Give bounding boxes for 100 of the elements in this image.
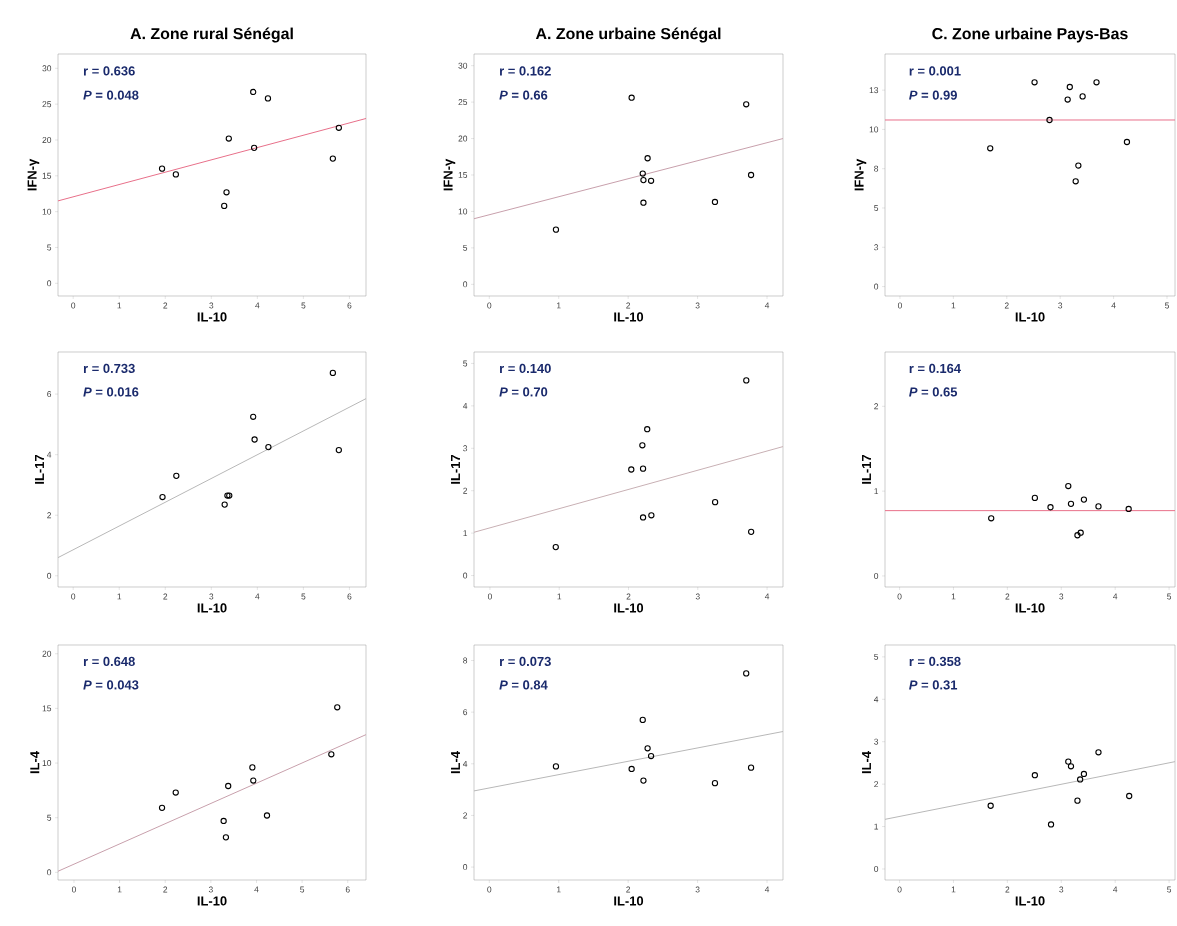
point <box>158 804 166 812</box>
y-axis-title: IL-17 <box>862 454 871 484</box>
y-tick-label: 0 <box>463 864 468 871</box>
x-tick-label: 1 <box>117 886 122 893</box>
x-tick-label: 0 <box>487 302 492 309</box>
x-tick-label: 0 <box>897 593 902 600</box>
y-tick-label: 0 <box>463 572 468 579</box>
x-tick-label: 1 <box>951 886 956 893</box>
y-tick-label: 1 <box>874 823 879 830</box>
point <box>222 834 230 841</box>
point <box>1093 79 1100 86</box>
y-tick-label: 5 <box>463 360 468 367</box>
point <box>1065 482 1072 490</box>
point <box>1031 494 1039 502</box>
y-tick-label: 6 <box>463 709 468 716</box>
point <box>329 369 336 377</box>
point <box>1031 772 1039 779</box>
x-tick-label: 4 <box>1113 886 1118 893</box>
y-axis-title: IL-17 <box>451 454 460 484</box>
y-tick-label: 6 <box>47 391 52 398</box>
y-tick-label: 0 <box>47 572 52 579</box>
x-tick-label: 3 <box>695 593 700 600</box>
point <box>158 165 166 172</box>
x-tick-label: 2 <box>1005 593 1010 600</box>
point <box>1047 821 1055 828</box>
y-axis-title: IFN-γ <box>27 158 40 191</box>
x-tick-label: 3 <box>1059 593 1064 600</box>
point <box>743 670 750 677</box>
annotation: r = 0.162 <box>500 66 551 76</box>
point <box>264 95 272 102</box>
x-tick-label: 0 <box>487 886 492 893</box>
x-tick-label: 0 <box>897 886 902 893</box>
y-tick-label: 3 <box>463 445 468 452</box>
x-tick-label: 1 <box>557 593 562 600</box>
annotation: P = 0.016 <box>83 387 139 397</box>
point <box>743 101 750 108</box>
y-tick-label: 0 <box>874 572 879 579</box>
y-axis-title: IL-4 <box>451 751 460 774</box>
point <box>552 226 560 233</box>
point <box>747 171 755 179</box>
x-tick-label: 5 <box>301 302 306 309</box>
y-tick-label: 10 <box>42 208 52 215</box>
y-axis-title: IFN-γ <box>854 158 867 191</box>
y-axis-title: IL-4 <box>862 751 871 774</box>
y-axis-title: IL-4 <box>30 751 40 774</box>
y-tick-label: 4 <box>46 451 52 458</box>
point <box>628 466 635 473</box>
point <box>221 501 228 508</box>
point <box>711 499 719 506</box>
annotation: r = 0.648 <box>83 656 135 667</box>
x-axis-title: IL-10 <box>614 603 644 613</box>
x-tick-label: 1 <box>117 593 122 600</box>
y-tick-label: 20 <box>42 650 52 657</box>
point <box>1095 749 1102 756</box>
y-tick-label: 15 <box>42 705 52 712</box>
chart-title: C. Zone urbaine Pays-Bas <box>932 27 1128 43</box>
point <box>747 528 755 535</box>
y-tick-label: 8 <box>874 165 879 172</box>
point <box>335 446 342 454</box>
point <box>225 135 232 142</box>
chart-title: A. Zone rural Sénégal <box>130 27 293 43</box>
point <box>250 88 257 96</box>
point <box>743 377 750 384</box>
annotation: P = 0.84 <box>499 680 548 690</box>
point <box>988 515 995 522</box>
y-tick-label: 5 <box>463 244 468 251</box>
point <box>711 198 719 206</box>
y-tick-label: 5 <box>874 653 879 660</box>
x-tick-label: 3 <box>208 886 213 893</box>
y-tick-label: 13 <box>869 87 879 94</box>
x-tick-label: 5 <box>1167 886 1172 893</box>
point <box>647 752 655 760</box>
point <box>1077 529 1084 536</box>
point <box>1125 505 1132 513</box>
x-tick-label: 4 <box>255 302 260 309</box>
annotation: P = 0.048 <box>83 90 139 100</box>
y-tick-label: 2 <box>874 403 879 410</box>
y-tick-label: 5 <box>874 205 879 211</box>
point <box>1066 83 1073 91</box>
x-tick-label: 4 <box>764 886 770 893</box>
y-tick-label: 0 <box>463 281 468 288</box>
point <box>1095 503 1102 510</box>
y-tick-label: 30 <box>42 65 52 72</box>
x-tick-label: 0 <box>487 593 492 600</box>
y-tick-label: 0 <box>874 283 879 290</box>
point <box>1064 96 1071 103</box>
point <box>263 812 271 819</box>
x-tick-label: 4 <box>764 302 770 309</box>
chart-title: A. Zone urbaine Sénégal <box>535 27 721 43</box>
x-tick-label: 0 <box>71 302 76 309</box>
annotation: r = 0.001 <box>909 66 961 76</box>
x-axis-title: IL-10 <box>1015 896 1045 906</box>
point <box>639 716 646 724</box>
point <box>1047 504 1054 511</box>
point <box>1126 792 1133 800</box>
x-tick-label: 0 <box>71 886 76 893</box>
x-tick-label: 0 <box>71 593 76 600</box>
point <box>172 171 180 178</box>
y-axis-title: IFN-γ <box>443 158 456 191</box>
x-tick-label: 4 <box>1111 302 1116 309</box>
